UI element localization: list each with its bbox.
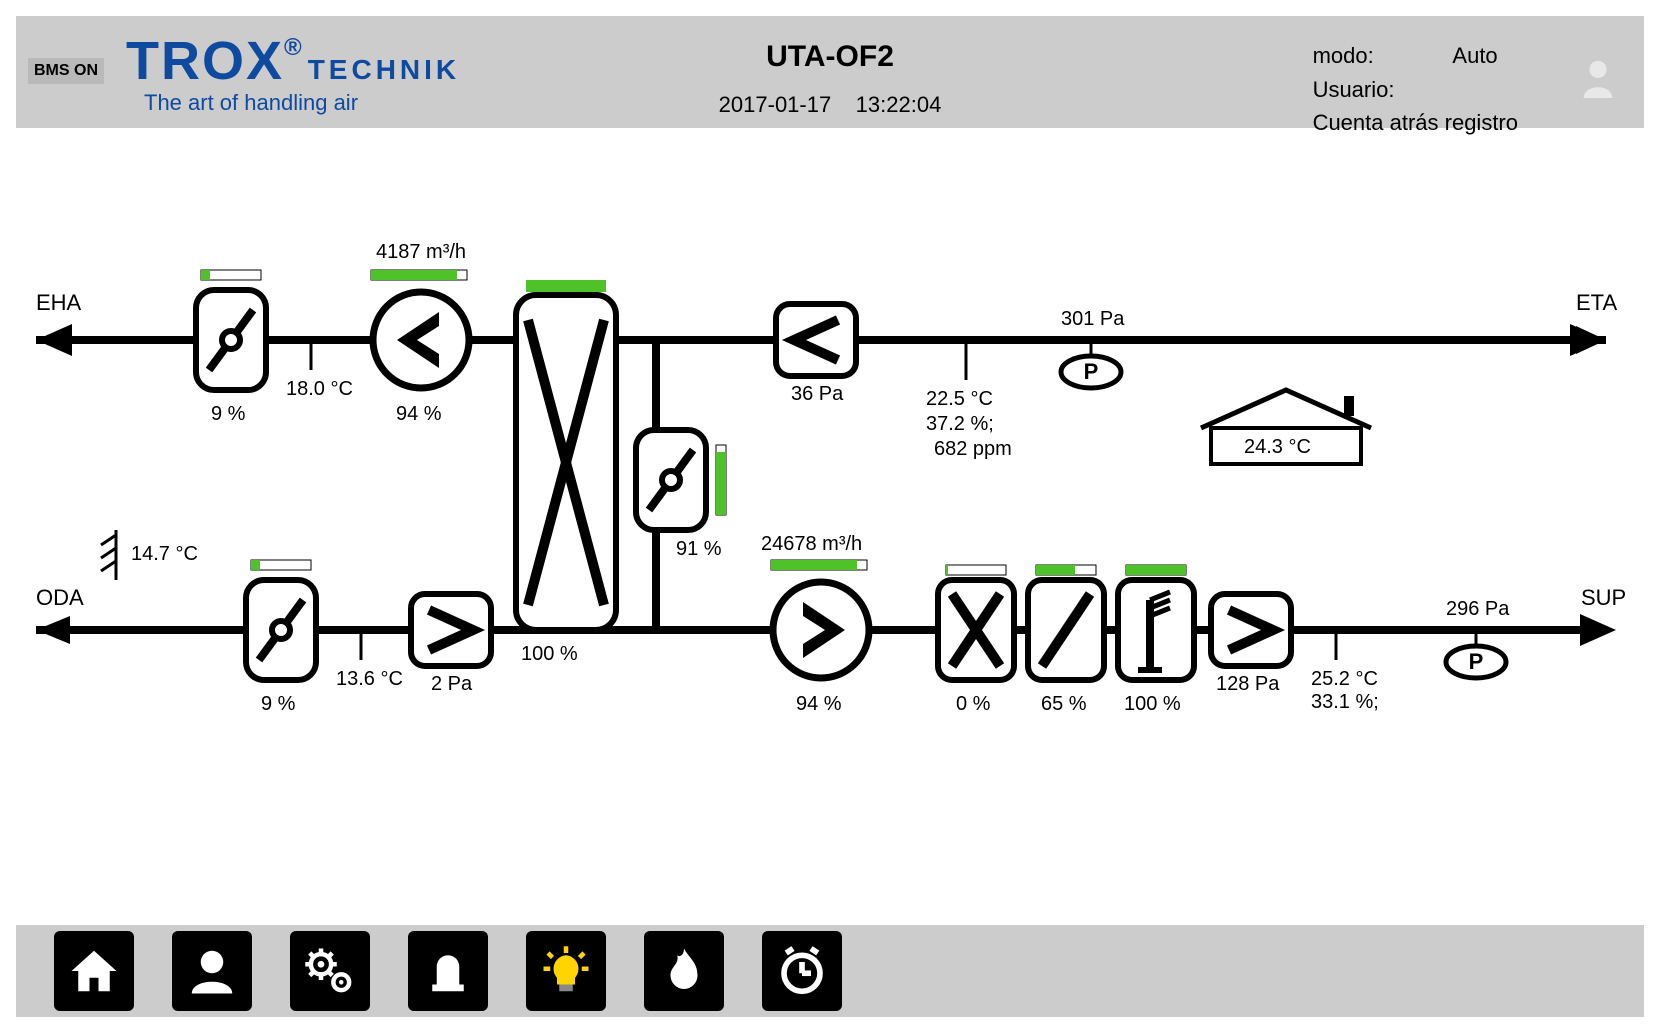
header-bar: BMS ON TROX®TECHNIK The art of handling … (16, 16, 1644, 128)
logo-technik: TECHNIK (308, 54, 460, 85)
return-pressure: 301 Pa (1061, 308, 1125, 330)
oda-label: ODA (36, 585, 84, 610)
sup-label: SUP (1581, 585, 1626, 610)
home-button[interactable] (54, 931, 134, 1011)
return-filter[interactable] (776, 304, 856, 376)
logo: TROX®TECHNIK The art of handling air (126, 34, 460, 116)
datetime: 2017-01-17 13:22:04 (719, 92, 942, 118)
fire-button[interactable] (644, 931, 724, 1011)
user-button[interactable] (172, 931, 252, 1011)
user-nav-icon (185, 944, 239, 998)
bypass-damper[interactable] (636, 430, 726, 530)
light-button[interactable] (526, 931, 606, 1011)
countdown-label: Cuenta atrás registro (1312, 107, 1542, 139)
return-co2: 682 ppm (934, 438, 1012, 460)
outdoor-temp-after-damper: 13.6 °C (336, 668, 403, 690)
oda-arrow-icon (36, 616, 70, 644)
return-pressure-sensor-icon (1061, 356, 1121, 388)
header-status: modo:Auto Usuario: Cuenta atrás registro (1310, 38, 1544, 141)
heat-recovery[interactable] (516, 280, 616, 630)
pre-filter-dp: 2 Pa (431, 673, 473, 695)
mode-value: Auto (1451, 40, 1542, 72)
home-icon (67, 944, 121, 998)
user-label: Usuario: (1312, 74, 1450, 106)
clock-button[interactable] (762, 931, 842, 1011)
supply-temp: 25.2 °C (1311, 668, 1378, 690)
exhaust-fan-pct: 94 % (396, 403, 442, 425)
unit-title: UTA-OF2 (719, 40, 942, 74)
humidifier[interactable] (1118, 565, 1194, 680)
supply-fan-pct: 94 % (796, 693, 842, 715)
lightbulb-icon (539, 944, 593, 998)
bms-status-badge: BMS ON (28, 58, 104, 84)
eha-arrow-icon (36, 324, 72, 356)
ambient-temp: 14.7 °C (131, 543, 198, 565)
mode-label: modo: (1312, 40, 1450, 72)
footer-bar (16, 925, 1644, 1017)
exhaust-fan[interactable] (371, 270, 469, 388)
outdoor-damper-pct: 9 % (261, 693, 296, 715)
cooling-coil-pct: 65 % (1041, 693, 1087, 715)
clock-icon (775, 944, 829, 998)
return-temp: 22.5 °C (926, 388, 993, 410)
bypass-damper-pct: 91 % (676, 538, 722, 560)
logo-tagline: The art of handling air (144, 90, 460, 116)
supply-pressure-sensor-icon (1446, 646, 1506, 678)
heating-coil[interactable] (938, 565, 1014, 680)
outdoor-damper[interactable] (246, 560, 316, 680)
supply-rh: 33.1 %; (1311, 691, 1379, 713)
final-filter[interactable] (1211, 594, 1291, 666)
room-temp: 24.3 °C (1244, 436, 1311, 458)
exhaust-temp-after-damper: 18.0 °C (286, 378, 353, 400)
logo-text: TROX (126, 34, 284, 88)
ambient-sensor-icon (101, 530, 116, 580)
supply-fan-flow: 24678 m³/h (761, 533, 862, 555)
eta-label: ETA (1576, 290, 1617, 315)
sup-arrow-icon (1580, 614, 1616, 646)
hvac-diagram: P EHA ETA ODA SUP 9 % 18.0 °C 4187 m³/h … (16, 160, 1644, 880)
humidifier-pct: 100 % (1124, 693, 1181, 715)
return-filter-dp: 36 Pa (791, 383, 844, 405)
alarm-icon (421, 944, 475, 998)
settings-button[interactable] (290, 931, 370, 1011)
header-center: UTA-OF2 2017-01-17 13:22:04 (719, 40, 942, 118)
supply-fan[interactable] (771, 560, 869, 678)
gears-icon (303, 944, 357, 998)
heat-recovery-pct: 100 % (521, 643, 578, 665)
cooling-coil[interactable] (1028, 565, 1104, 680)
user-icon[interactable] (1580, 58, 1616, 98)
exhaust-fan-flow: 4187 m³/h (376, 241, 466, 263)
heating-coil-pct: 0 % (956, 693, 991, 715)
logo-registered: ® (284, 34, 302, 61)
return-rh: 37.2 %; (926, 413, 994, 435)
exhaust-damper[interactable] (196, 270, 266, 390)
supply-pressure: 296 Pa (1446, 598, 1510, 620)
date: 2017-01-17 (719, 92, 832, 117)
user-value (1451, 74, 1542, 106)
flame-icon (657, 944, 711, 998)
alarm-button[interactable] (408, 931, 488, 1011)
eha-label: EHA (36, 290, 82, 315)
time: 13:22:04 (856, 92, 942, 117)
final-filter-dp: 128 Pa (1216, 673, 1280, 695)
exhaust-damper-pct: 9 % (211, 403, 246, 425)
pre-filter[interactable] (411, 594, 491, 666)
